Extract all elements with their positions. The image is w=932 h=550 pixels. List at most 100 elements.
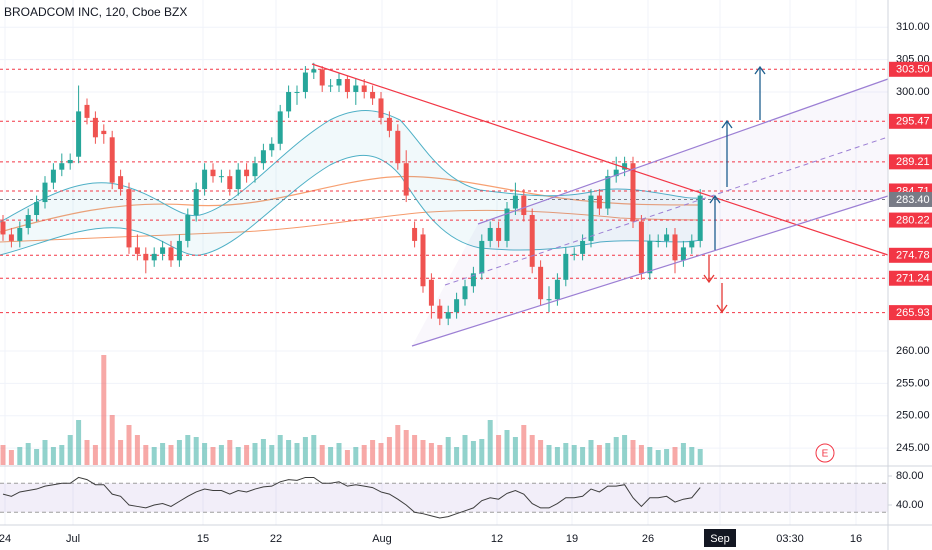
candle-body	[512, 195, 518, 209]
volume-bar	[412, 435, 418, 465]
level-box	[889, 191, 932, 207]
level-box	[889, 270, 932, 286]
volume-bar	[0, 445, 6, 465]
candle-body	[176, 240, 182, 261]
x-tick-label: 26	[642, 533, 654, 545]
bollinger-upper	[0, 110, 701, 223]
volume-bar	[294, 443, 300, 465]
x-tick-label: 19	[566, 533, 578, 545]
level-label: 303.50	[896, 64, 930, 76]
rsi-line	[2, 476, 701, 519]
volume-bar	[50, 447, 56, 465]
candle-body	[67, 159, 73, 164]
candle-body	[34, 202, 40, 216]
volume-bar	[143, 445, 149, 465]
volume-bar	[118, 440, 124, 465]
candle-body	[134, 247, 140, 254]
candle-body	[613, 169, 619, 177]
volume-bar	[580, 447, 586, 465]
candle-body	[504, 208, 510, 241]
rsi-band-fill	[0, 483, 888, 513]
candle-body	[286, 91, 292, 112]
earnings-marker[interactable]	[815, 443, 835, 463]
candle-body	[269, 143, 275, 151]
volume-bar	[244, 445, 250, 465]
candle-body	[227, 176, 233, 190]
channel-upper	[477, 78, 889, 225]
candle-body	[92, 117, 98, 138]
arrows-up	[709, 65, 766, 250]
candles	[0, 62, 703, 326]
candle-body	[319, 69, 325, 86]
candle-body	[302, 72, 308, 92]
volume-bar	[235, 447, 241, 465]
volume-bar	[638, 445, 644, 465]
volume-bar	[428, 443, 434, 465]
volume-bar	[176, 440, 182, 465]
volume-bar	[613, 437, 619, 465]
candle-body	[647, 240, 653, 274]
candle-body	[672, 234, 678, 261]
volume-bar	[8, 450, 14, 465]
candle-body	[580, 240, 586, 254]
candle-body	[42, 182, 48, 203]
candle-body	[605, 176, 611, 209]
chart-title: BROADCOM INC, 120, Cboe BZX	[4, 5, 187, 19]
x-tick-label: 15	[197, 533, 209, 545]
candle-body	[311, 69, 317, 73]
x-tick-label: 22	[270, 533, 282, 545]
volume-bar	[462, 435, 468, 465]
candle-body	[554, 279, 560, 300]
candle-body	[210, 169, 216, 177]
channel-mid	[444, 136, 889, 286]
candle-body	[118, 176, 124, 190]
candle-body	[420, 234, 426, 287]
volume-bar	[84, 440, 90, 465]
volume-bar	[403, 430, 409, 465]
bollinger-fill	[0, 110, 700, 256]
candle-body	[294, 91, 300, 93]
y-tick-label: 310.00	[896, 21, 930, 33]
volume-bar	[479, 439, 485, 465]
volume-bar	[252, 443, 258, 465]
candle-body	[403, 163, 409, 196]
candle-body	[328, 85, 334, 87]
indicator-bands	[0, 79, 888, 346]
x-tick-label: 24	[0, 533, 11, 545]
candle-body	[563, 253, 569, 280]
volume-bar	[496, 435, 502, 465]
arrows-down	[703, 256, 728, 314]
candle-body	[84, 104, 90, 118]
rsi-tick-label: 40.00	[896, 499, 924, 511]
level-box	[889, 305, 932, 321]
volume-bar	[504, 430, 510, 465]
level-label: 271.24	[896, 273, 930, 285]
volume-bar	[67, 435, 73, 465]
volume-bar	[529, 435, 535, 465]
y-tick-label: 305.00	[896, 53, 930, 65]
candle-body	[59, 163, 65, 170]
volume-bar	[277, 435, 283, 465]
candle-body	[571, 253, 577, 255]
volume-bar	[109, 415, 115, 465]
candle-body	[622, 163, 628, 170]
volume-bar	[101, 355, 107, 465]
volume-bar	[151, 447, 157, 465]
volume-bar	[554, 447, 560, 465]
volume-bar	[168, 445, 174, 465]
level-label: 289.21	[896, 156, 930, 168]
volume-bar	[622, 435, 628, 465]
volume-bar	[160, 443, 166, 465]
volume-bar	[193, 437, 199, 465]
candle-body	[437, 305, 443, 319]
candle-body	[680, 247, 686, 261]
volume-bar	[445, 437, 451, 465]
volume-bar	[185, 435, 191, 465]
volume-bar	[319, 445, 325, 465]
volume-bar	[588, 440, 594, 465]
candle-body	[630, 163, 636, 222]
candle-body	[151, 253, 157, 261]
volume-bar	[92, 445, 98, 465]
volume-bar	[25, 443, 31, 465]
